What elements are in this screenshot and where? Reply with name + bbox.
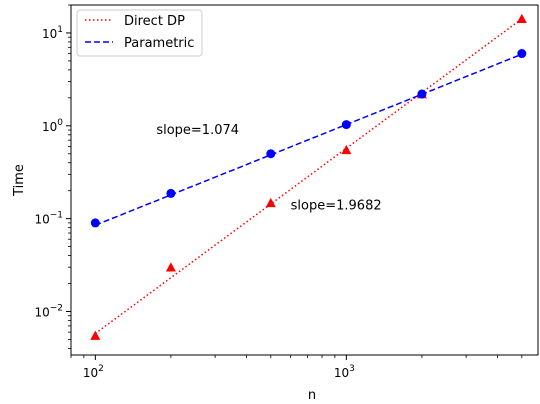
legend: Direct DP Parametric [76, 9, 203, 57]
y-tick-label-3: 101 [42, 25, 63, 41]
point-1-1 [166, 188, 176, 198]
point-0-0 [90, 330, 101, 340]
point-1-0 [90, 218, 100, 228]
point-1-3 [341, 120, 351, 130]
legend-label-direct-dp: Direct DP [124, 14, 185, 29]
point-1-5 [517, 49, 527, 59]
point-0-1 [165, 262, 176, 272]
marks-layer [90, 13, 527, 340]
y-ticks: 10−2 10−1 100 101 [34, 4, 71, 349]
annotation-slope-1: slope=1.9682 [291, 199, 382, 214]
y-tick-label-1: 10−1 [34, 211, 63, 227]
legend-box [76, 9, 203, 57]
annotation-slope-0: slope=1.074 [156, 123, 239, 138]
point-0-2 [265, 197, 276, 208]
point-0-5 [516, 13, 527, 24]
y-tick-label-2: 100 [42, 118, 63, 134]
annotations: slope=1.074 slope=1.9682 [156, 123, 381, 214]
fit-line-0 [94, 18, 523, 335]
fit-line-1 [95, 53, 523, 226]
x-axis-label: n [308, 388, 316, 403]
point-1-2 [266, 149, 276, 159]
y-axis-label: Time [12, 164, 27, 197]
point-0-3 [341, 144, 352, 155]
x-ticks: 102 103 [70, 355, 523, 380]
y-tick-label-0: 10−2 [34, 303, 63, 319]
legend-label-parametric: Parametric [124, 36, 194, 51]
point-1-4 [417, 89, 427, 99]
x-tick-label-0: 102 [83, 364, 104, 380]
x-tick-label-1: 103 [334, 364, 355, 380]
plot-frame [70, 4, 539, 356]
